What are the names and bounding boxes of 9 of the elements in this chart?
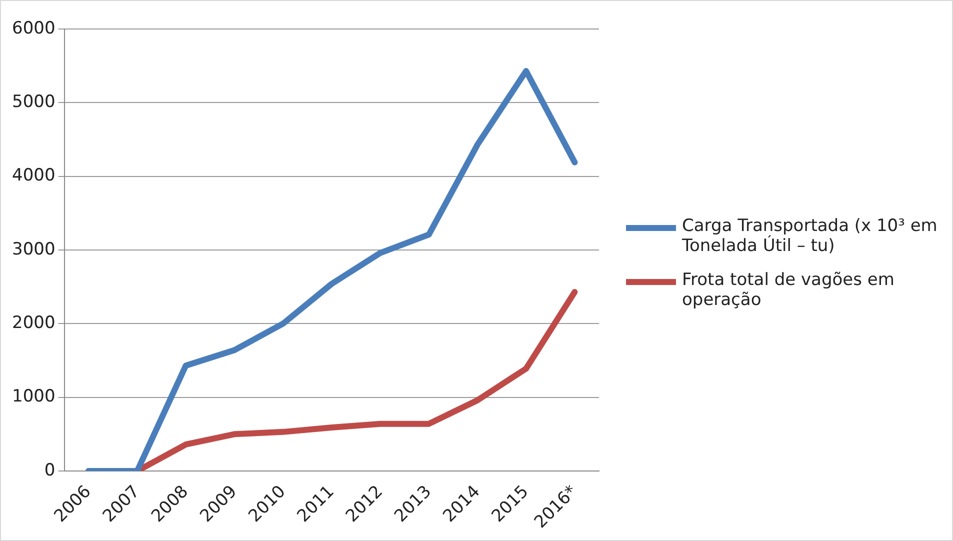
y-tick-label: 0 xyxy=(44,460,56,480)
y-tick-label: 1000 xyxy=(12,386,56,407)
y-tick-label: 6000 xyxy=(12,18,56,38)
legend-label: Carga Transportada (x 10³ em Tonelada Útil – tu) xyxy=(682,216,938,256)
y-tick-label: 5000 xyxy=(12,92,56,112)
y-tick-label: 4000 xyxy=(12,166,56,186)
legend-label: Frota total de vagões em operação xyxy=(682,270,896,310)
y-tick-label: 3000 xyxy=(12,239,56,260)
y-tick-label: 2000 xyxy=(12,313,56,334)
